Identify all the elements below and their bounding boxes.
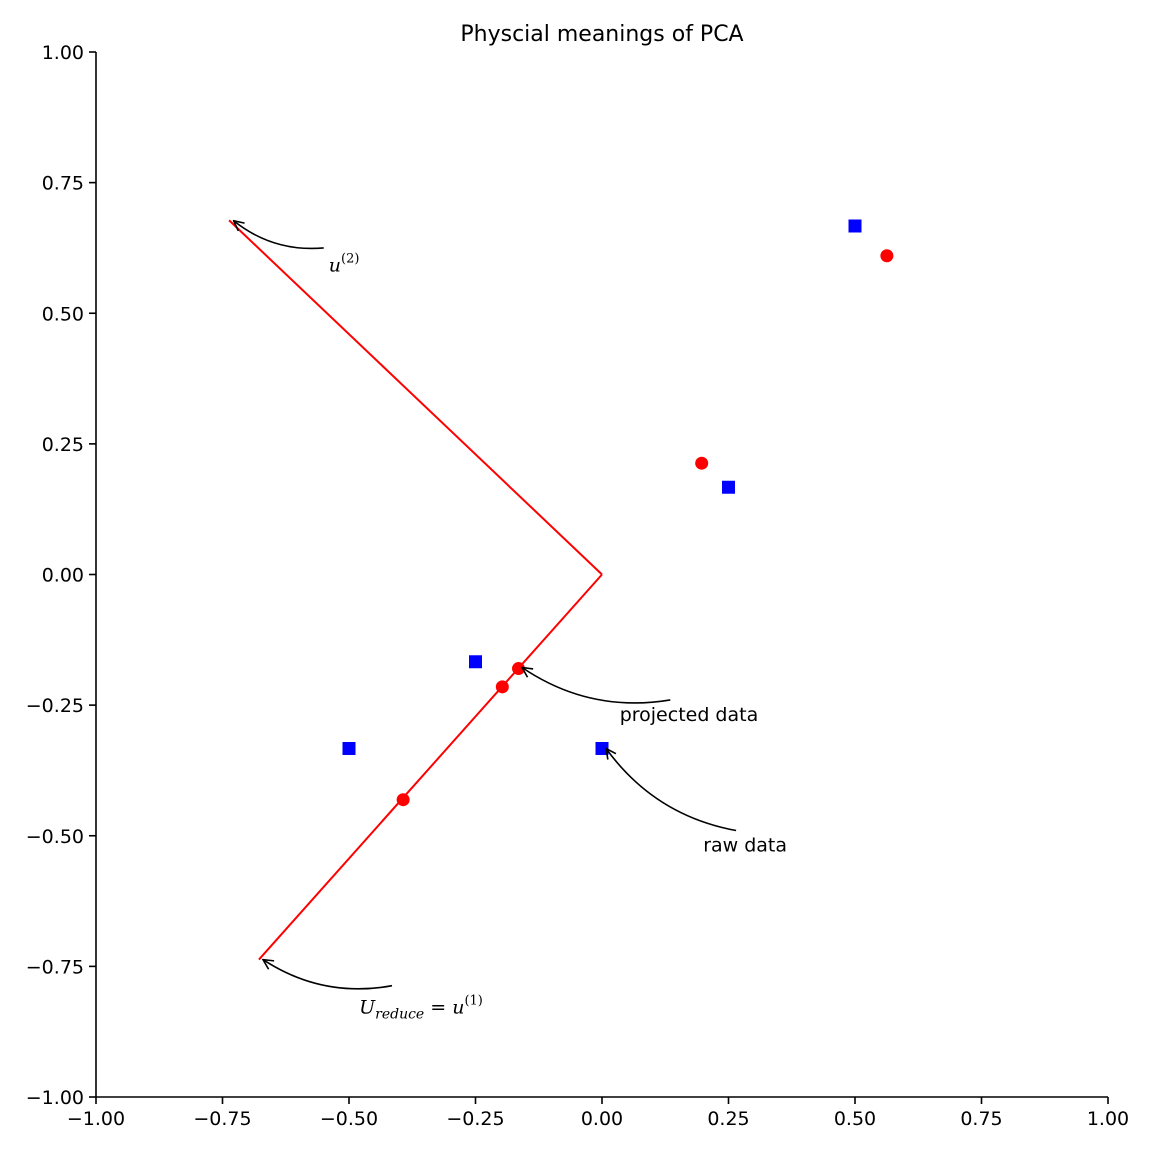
annotations: u(2) projected data raw data Ureduce = u(1) — [234, 221, 787, 1022]
x-tick-label: −1.00 — [67, 1108, 125, 1130]
y-tick-label: 0.00 — [42, 565, 84, 587]
x-tick-label: 0.25 — [707, 1108, 749, 1130]
principal-component-lines — [228, 219, 603, 961]
annotation-arrow — [606, 748, 737, 832]
x-tick-label: 0.00 — [581, 1108, 623, 1130]
annotation-label: Ureduce = u(1) — [359, 993, 483, 1022]
projected-data-point — [880, 249, 894, 263]
y-tick-label: −0.75 — [26, 956, 84, 978]
annotation-arrow — [234, 221, 324, 250]
annotation-label: raw data — [703, 834, 787, 856]
y-tick-label: 1.00 — [42, 42, 84, 64]
component-line — [228, 219, 603, 576]
x-tick-label: −0.75 — [193, 1108, 251, 1130]
annotation-arrow — [263, 960, 393, 990]
component-line — [258, 573, 603, 961]
x-tick-label: 0.75 — [960, 1108, 1002, 1130]
raw-data-point — [848, 219, 862, 233]
chart-title: Physcial meanings of PCA — [460, 22, 743, 47]
y-tick-label: −1.00 — [26, 1087, 84, 1109]
x-tick-label: 0.50 — [834, 1108, 876, 1130]
y-tick-label: −0.25 — [26, 695, 84, 717]
x-tick-label: −0.25 — [446, 1108, 504, 1130]
raw-data-point — [722, 480, 735, 494]
y-tick-label: −0.50 — [26, 826, 84, 848]
raw-data-point — [469, 655, 482, 669]
projected-data-point — [695, 456, 709, 470]
ticks: −1.00 −0.75 −0.50 −0.25 0.00 0.25 0.50 0.75 1.00… — [26, 42, 1129, 1130]
annotation-label: projected data — [620, 704, 759, 726]
projected-data-point — [396, 793, 410, 807]
y-tick-label: 0.50 — [42, 303, 84, 325]
annotation-arrow — [522, 668, 671, 704]
annotation-label: u(2) — [329, 251, 360, 276]
y-tick-label: 0.75 — [42, 173, 84, 195]
data-points — [342, 219, 894, 807]
y-tick-label: 0.25 — [42, 434, 84, 456]
raw-data-point — [342, 741, 356, 755]
x-tick-label: 1.00 — [1087, 1108, 1129, 1130]
x-tick-label: −0.50 — [320, 1108, 378, 1130]
projected-data-point — [495, 680, 509, 694]
